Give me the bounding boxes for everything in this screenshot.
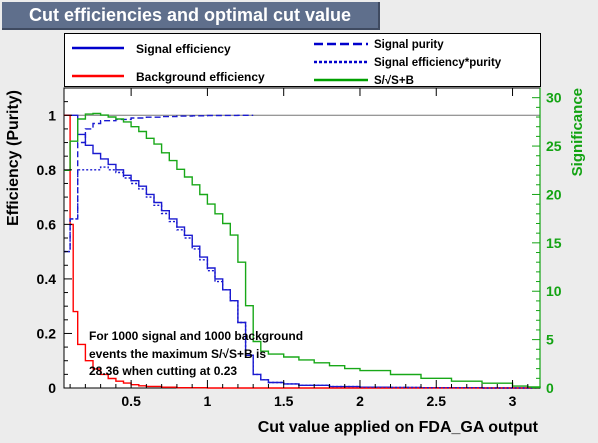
legend-label: Signal efficiency*purity: [374, 57, 502, 69]
annotation-layer: For 1000 signal and 1000 background event…: [89, 329, 303, 378]
right-tick-label: 25: [546, 138, 562, 154]
annotation-line: 28.36 when cutting at 0.23: [89, 364, 237, 378]
axes-layer: 0.5 1 1.5 2 2.5 300.20.40.60.81051015202530Cu…: [5, 88, 586, 436]
x-tick-label: 3: [509, 393, 517, 409]
title-box: Cut efficiencies and optimal cut value: [2, 2, 380, 30]
y-tick-label: 0: [48, 380, 56, 396]
right-tick-label: 20: [546, 186, 562, 202]
y-axis-title: Efficiency (Purity): [5, 90, 22, 226]
series-line-s-s-b: [64, 112, 541, 388]
plot-area: [63, 87, 541, 389]
right-axis-title: Significance: [569, 88, 586, 176]
y-tick-label: 0.4: [37, 271, 57, 287]
right-tick-label: 30: [546, 90, 562, 106]
y-tick-label: 0.2: [37, 325, 57, 341]
annotation-line: For 1000 signal and 1000 background: [89, 329, 303, 343]
annotation-line: events the maximum S/√S+B is: [89, 347, 266, 361]
x-tick-label: 1.5: [274, 393, 294, 409]
legend-layer: Signal efficiency Background efficiency Si…: [72, 39, 502, 87]
right-tick-label: 5: [546, 332, 554, 348]
right-tick-label: 15: [546, 235, 562, 251]
series-line-signal-purity: [64, 114, 254, 253]
legend-label: Background efficiency: [136, 70, 265, 84]
chart-title: Cut efficiencies and optimal cut value: [28, 5, 352, 25]
x-tick-label: 0.5: [121, 393, 141, 409]
x-tick-label: 1: [204, 393, 212, 409]
y-tick-label: 1: [48, 107, 56, 123]
legend: [64, 33, 541, 87]
y-tick-label: 0.8: [37, 162, 57, 178]
legend-label: S/√S+B: [374, 74, 414, 87]
legend-label: Signal purity: [374, 39, 444, 51]
right-tick-label: 0: [546, 380, 554, 396]
x-tick-label: 2.5: [427, 393, 447, 409]
right-tick-label: 10: [546, 283, 562, 299]
x-axis-title: Cut value applied on FDA_GA output: [258, 419, 539, 436]
y-tick-label: 0.6: [37, 216, 57, 232]
legend-label: Signal efficiency: [136, 42, 231, 56]
x-tick-label: 2: [356, 393, 364, 409]
